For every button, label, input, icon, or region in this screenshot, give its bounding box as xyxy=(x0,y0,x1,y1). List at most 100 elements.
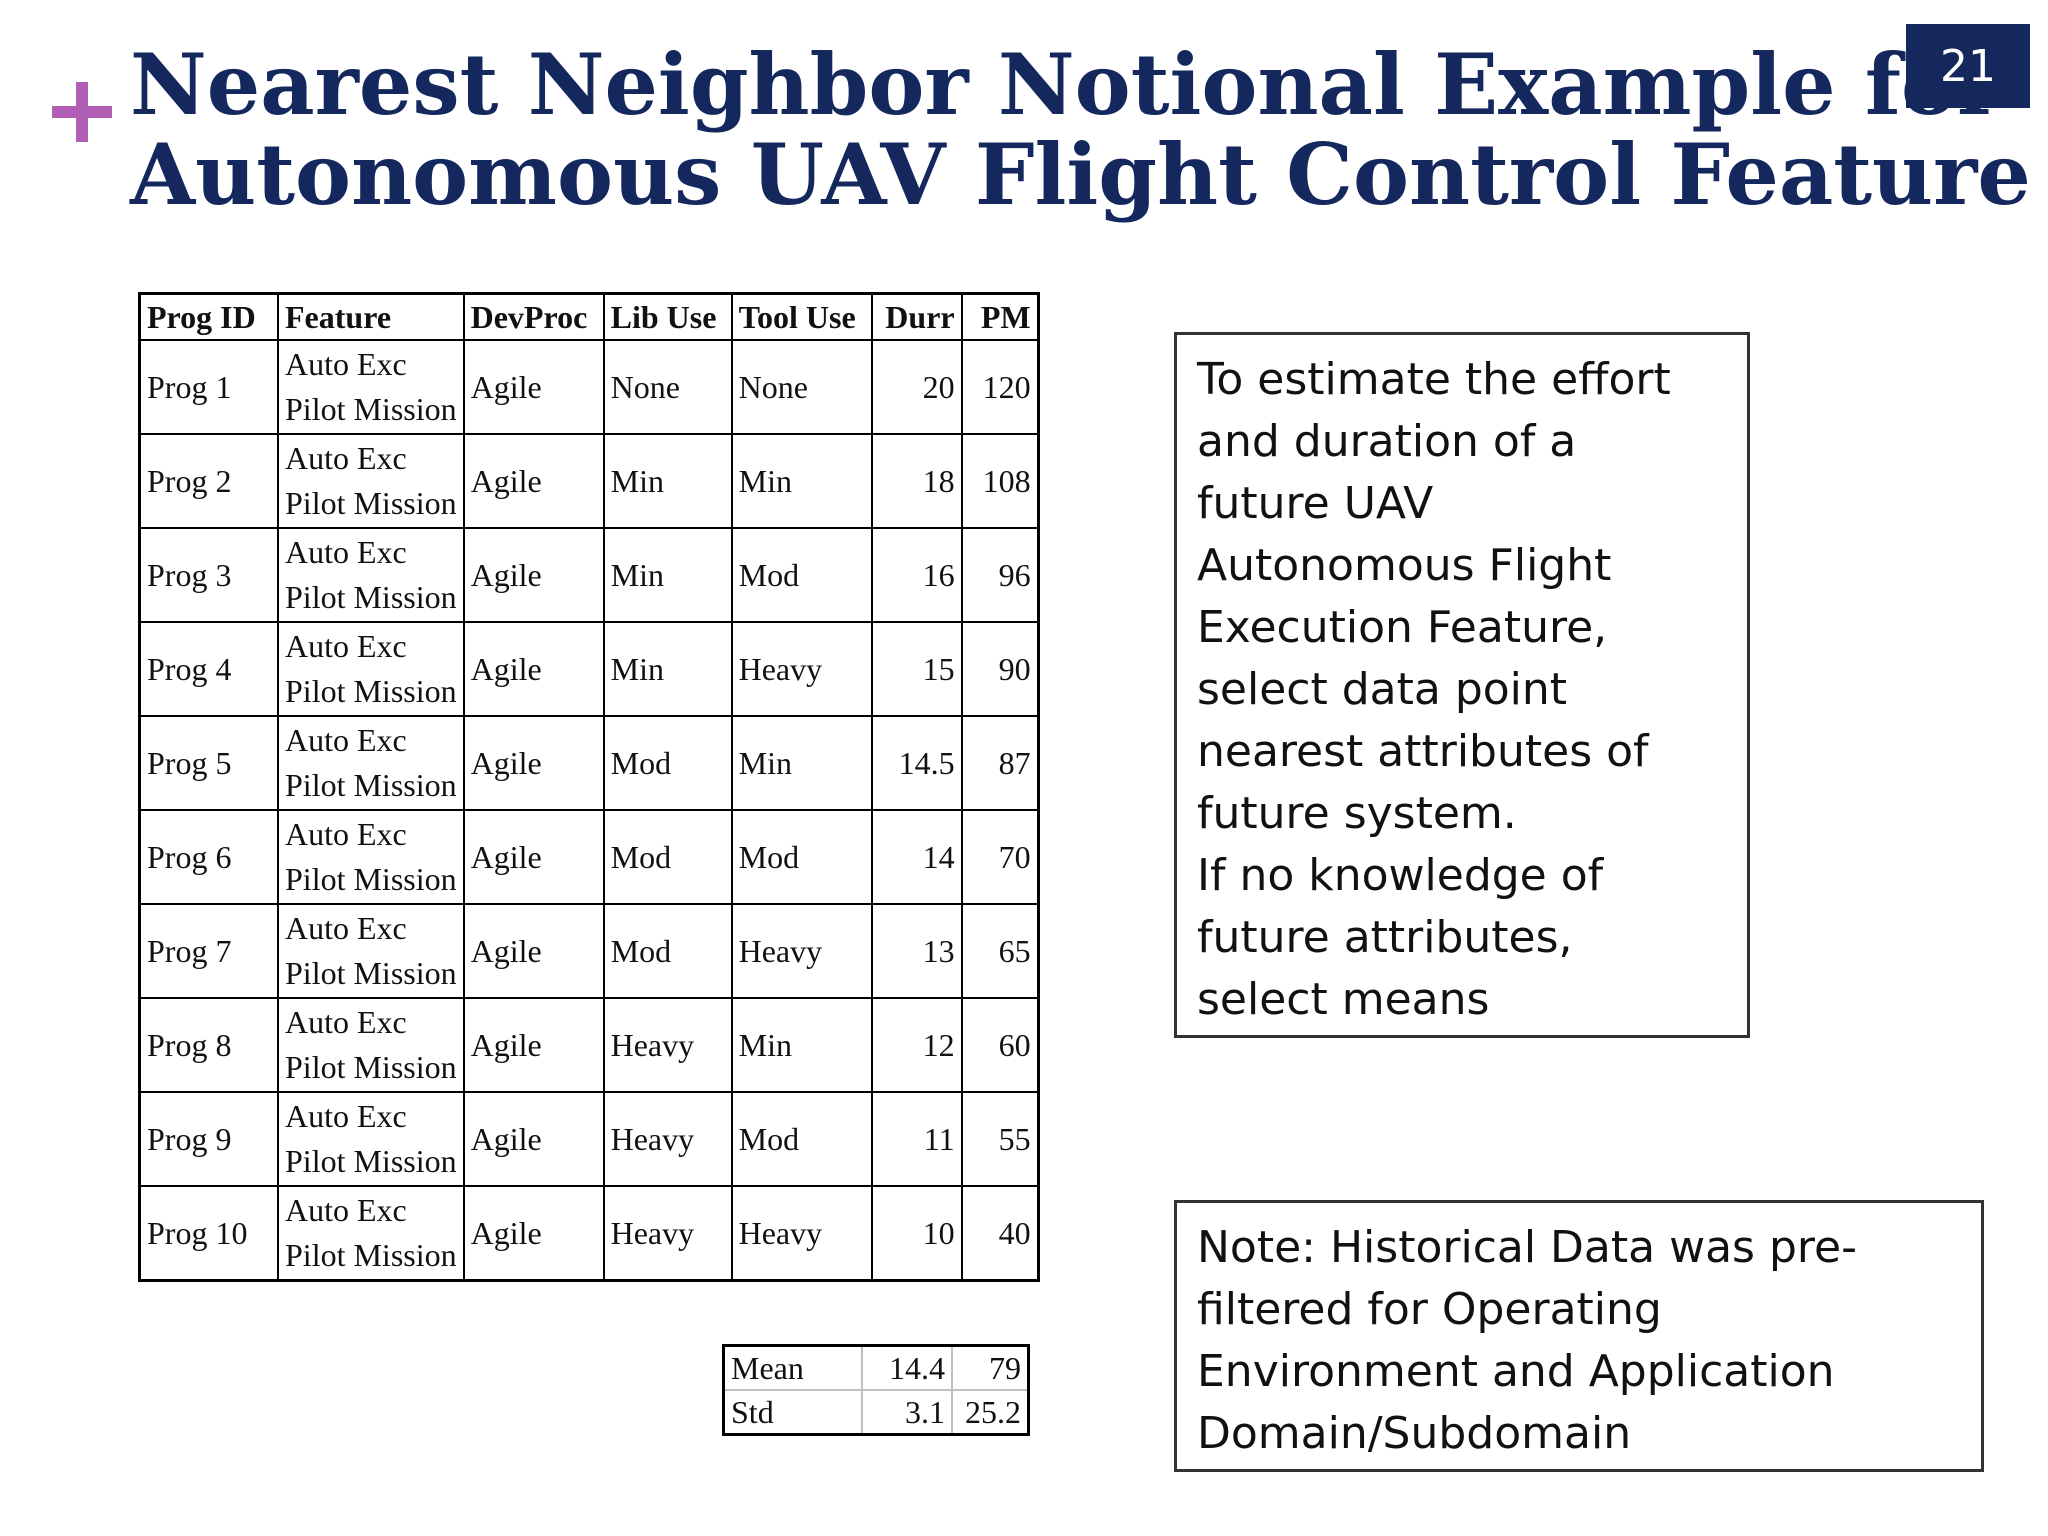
cell-devproc: Agile xyxy=(462,1185,605,1282)
cell-devproc: Agile xyxy=(462,809,605,905)
cell-durr: 10 xyxy=(870,1185,963,1282)
feature-line: Pilot Mission xyxy=(285,391,457,427)
box-line: future system. xyxy=(1197,788,1517,839)
col-header-durr: Durr xyxy=(870,292,963,341)
historical-data-note-box: Note: Historical Data was pre- filtered … xyxy=(1174,1200,1984,1472)
summary-label: Std xyxy=(722,1389,863,1436)
cell-pm: 40 xyxy=(960,1185,1040,1282)
cell-tool-use: Heavy xyxy=(730,903,873,999)
table-row: Prog 1 Auto Exc Pilot Mission Agile None None… xyxy=(138,339,1040,435)
summary-row-std: Std 3.1 25.2 xyxy=(722,1389,1030,1436)
cell-lib-use: Min xyxy=(602,621,733,717)
cell-devproc: Agile xyxy=(462,1091,605,1187)
cell-pm: 96 xyxy=(960,527,1040,623)
box-line: Autonomous Flight xyxy=(1197,540,1612,591)
cell-durr: 14 xyxy=(870,809,963,905)
cell-prog-id: Prog 1 xyxy=(138,339,279,435)
box-line: select data point xyxy=(1197,664,1568,715)
cell-feature: Auto Exc Pilot Mission xyxy=(277,715,465,811)
feature-line: Auto Exc xyxy=(285,628,407,664)
col-header-feature: Feature xyxy=(277,292,465,341)
summary-durr: 14.4 xyxy=(861,1344,953,1391)
cell-durr: 15 xyxy=(870,621,963,717)
col-header-lib-use: Lib Use xyxy=(602,292,733,341)
cell-lib-use: Heavy xyxy=(602,997,733,1093)
cell-durr: 13 xyxy=(870,903,963,999)
summary-durr: 3.1 xyxy=(861,1389,953,1436)
cell-durr: 11 xyxy=(870,1091,963,1187)
cell-durr: 12 xyxy=(870,997,963,1093)
box-line: Execution Feature, xyxy=(1197,602,1608,653)
feature-line: Auto Exc xyxy=(285,346,407,382)
box-line: To estimate the effort xyxy=(1197,354,1671,405)
cell-tool-use: Heavy xyxy=(730,621,873,717)
cell-tool-use: Min xyxy=(730,715,873,811)
cell-feature: Auto Exc Pilot Mission xyxy=(277,903,465,999)
col-header-prog-id: Prog ID xyxy=(138,292,279,341)
cell-feature: Auto Exc Pilot Mission xyxy=(277,433,465,529)
summary-row-mean: Mean 14.4 79 xyxy=(722,1344,1030,1391)
cell-pm: 70 xyxy=(960,809,1040,905)
table-body: Prog 1 Auto Exc Pilot Mission Agile None None… xyxy=(138,339,1040,1282)
cell-devproc: Agile xyxy=(462,997,605,1093)
cell-prog-id: Prog 2 xyxy=(138,433,279,529)
cell-feature: Auto Exc Pilot Mission xyxy=(277,621,465,717)
feature-line: Auto Exc xyxy=(285,534,407,570)
cell-prog-id: Prog 7 xyxy=(138,903,279,999)
box-line: select means xyxy=(1197,974,1490,1025)
plus-icon xyxy=(52,82,112,142)
box-line: and duration of a xyxy=(1197,416,1577,467)
cell-prog-id: Prog 9 xyxy=(138,1091,279,1187)
table-row: Prog 9 Auto Exc Pilot Mission Agile Heavy Mod… xyxy=(138,1091,1040,1187)
cell-durr: 16 xyxy=(870,527,963,623)
cell-pm: 60 xyxy=(960,997,1040,1093)
cell-prog-id: Prog 10 xyxy=(138,1185,279,1282)
cell-devproc: Agile xyxy=(462,903,605,999)
cell-pm: 55 xyxy=(960,1091,1040,1187)
feature-line: Pilot Mission xyxy=(285,955,457,991)
table-row: Prog 4 Auto Exc Pilot Mission Agile Min Heavy… xyxy=(138,621,1040,717)
table-row: Prog 7 Auto Exc Pilot Mission Agile Mod Heavy… xyxy=(138,903,1040,999)
cell-feature: Auto Exc Pilot Mission xyxy=(277,1091,465,1187)
cell-devproc: Agile xyxy=(462,621,605,717)
note-line: filtered for Operating xyxy=(1197,1284,1662,1335)
cell-pm: 108 xyxy=(960,433,1040,529)
cell-feature: Auto Exc Pilot Mission xyxy=(277,809,465,905)
cell-tool-use: Mod xyxy=(730,1091,873,1187)
cell-feature: Auto Exc Pilot Mission xyxy=(277,527,465,623)
feature-line: Pilot Mission xyxy=(285,673,457,709)
box-line: nearest attributes of xyxy=(1197,726,1649,777)
summary-pm: 79 xyxy=(951,1344,1030,1391)
cell-durr: 20 xyxy=(870,339,963,435)
cell-durr: 14.5 xyxy=(870,715,963,811)
feature-line: Pilot Mission xyxy=(285,767,457,803)
cell-pm: 120 xyxy=(960,339,1040,435)
table-row: Prog 3 Auto Exc Pilot Mission Agile Min Mod 16… xyxy=(138,527,1040,623)
table-row: Prog 8 Auto Exc Pilot Mission Agile Heavy Min… xyxy=(138,997,1040,1093)
cell-lib-use: Heavy xyxy=(602,1185,733,1282)
feature-line: Auto Exc xyxy=(285,910,407,946)
cell-prog-id: Prog 4 xyxy=(138,621,279,717)
slide-title: Nearest Neighbor Notional Example for Au… xyxy=(130,35,2031,220)
table-row: Prog 5 Auto Exc Pilot Mission Agile Mod Min 14… xyxy=(138,715,1040,811)
feature-line: Auto Exc xyxy=(285,1192,407,1228)
feature-line: Pilot Mission xyxy=(285,1049,457,1085)
cell-pm: 90 xyxy=(960,621,1040,717)
cell-tool-use: Min xyxy=(730,997,873,1093)
title-line: Nearest Neighbor Notional Example for xyxy=(130,35,2002,134)
note-line: Domain/Subdomain xyxy=(1197,1408,1632,1459)
box-line: If no knowledge of xyxy=(1197,850,1604,901)
cell-lib-use: None xyxy=(602,339,733,435)
col-header-pm: PM xyxy=(960,292,1040,341)
box-line: future UAV xyxy=(1197,478,1434,529)
feature-line: Pilot Mission xyxy=(285,485,457,521)
col-header-tool-use: Tool Use xyxy=(730,292,873,341)
feature-line: Pilot Mission xyxy=(285,1143,457,1179)
cell-durr: 18 xyxy=(870,433,963,529)
col-header-devproc: DevProc xyxy=(462,292,605,341)
cell-feature: Auto Exc Pilot Mission xyxy=(277,1185,465,1282)
cell-lib-use: Min xyxy=(602,527,733,623)
cell-pm: 65 xyxy=(960,903,1040,999)
feature-line: Pilot Mission xyxy=(285,861,457,897)
summary-pm: 25.2 xyxy=(951,1389,1030,1436)
